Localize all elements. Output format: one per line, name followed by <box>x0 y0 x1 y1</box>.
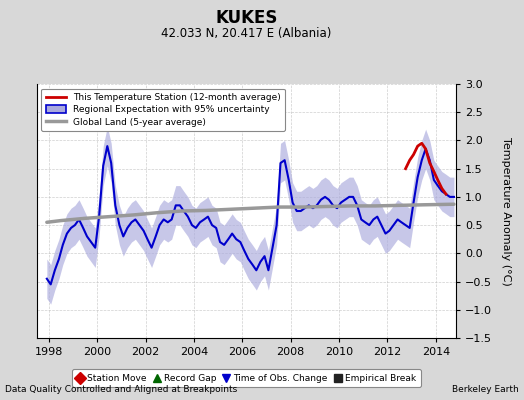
Text: Data Quality Controlled and Aligned at Breakpoints: Data Quality Controlled and Aligned at B… <box>5 386 237 394</box>
Y-axis label: Temperature Anomaly (°C): Temperature Anomaly (°C) <box>501 137 511 285</box>
Text: KUKES: KUKES <box>215 9 278 27</box>
Text: 42.033 N, 20.417 E (Albania): 42.033 N, 20.417 E (Albania) <box>161 28 332 40</box>
Legend: Station Move, Record Gap, Time of Obs. Change, Empirical Break: Station Move, Record Gap, Time of Obs. C… <box>72 369 421 387</box>
Text: Berkeley Earth: Berkeley Earth <box>452 386 519 394</box>
